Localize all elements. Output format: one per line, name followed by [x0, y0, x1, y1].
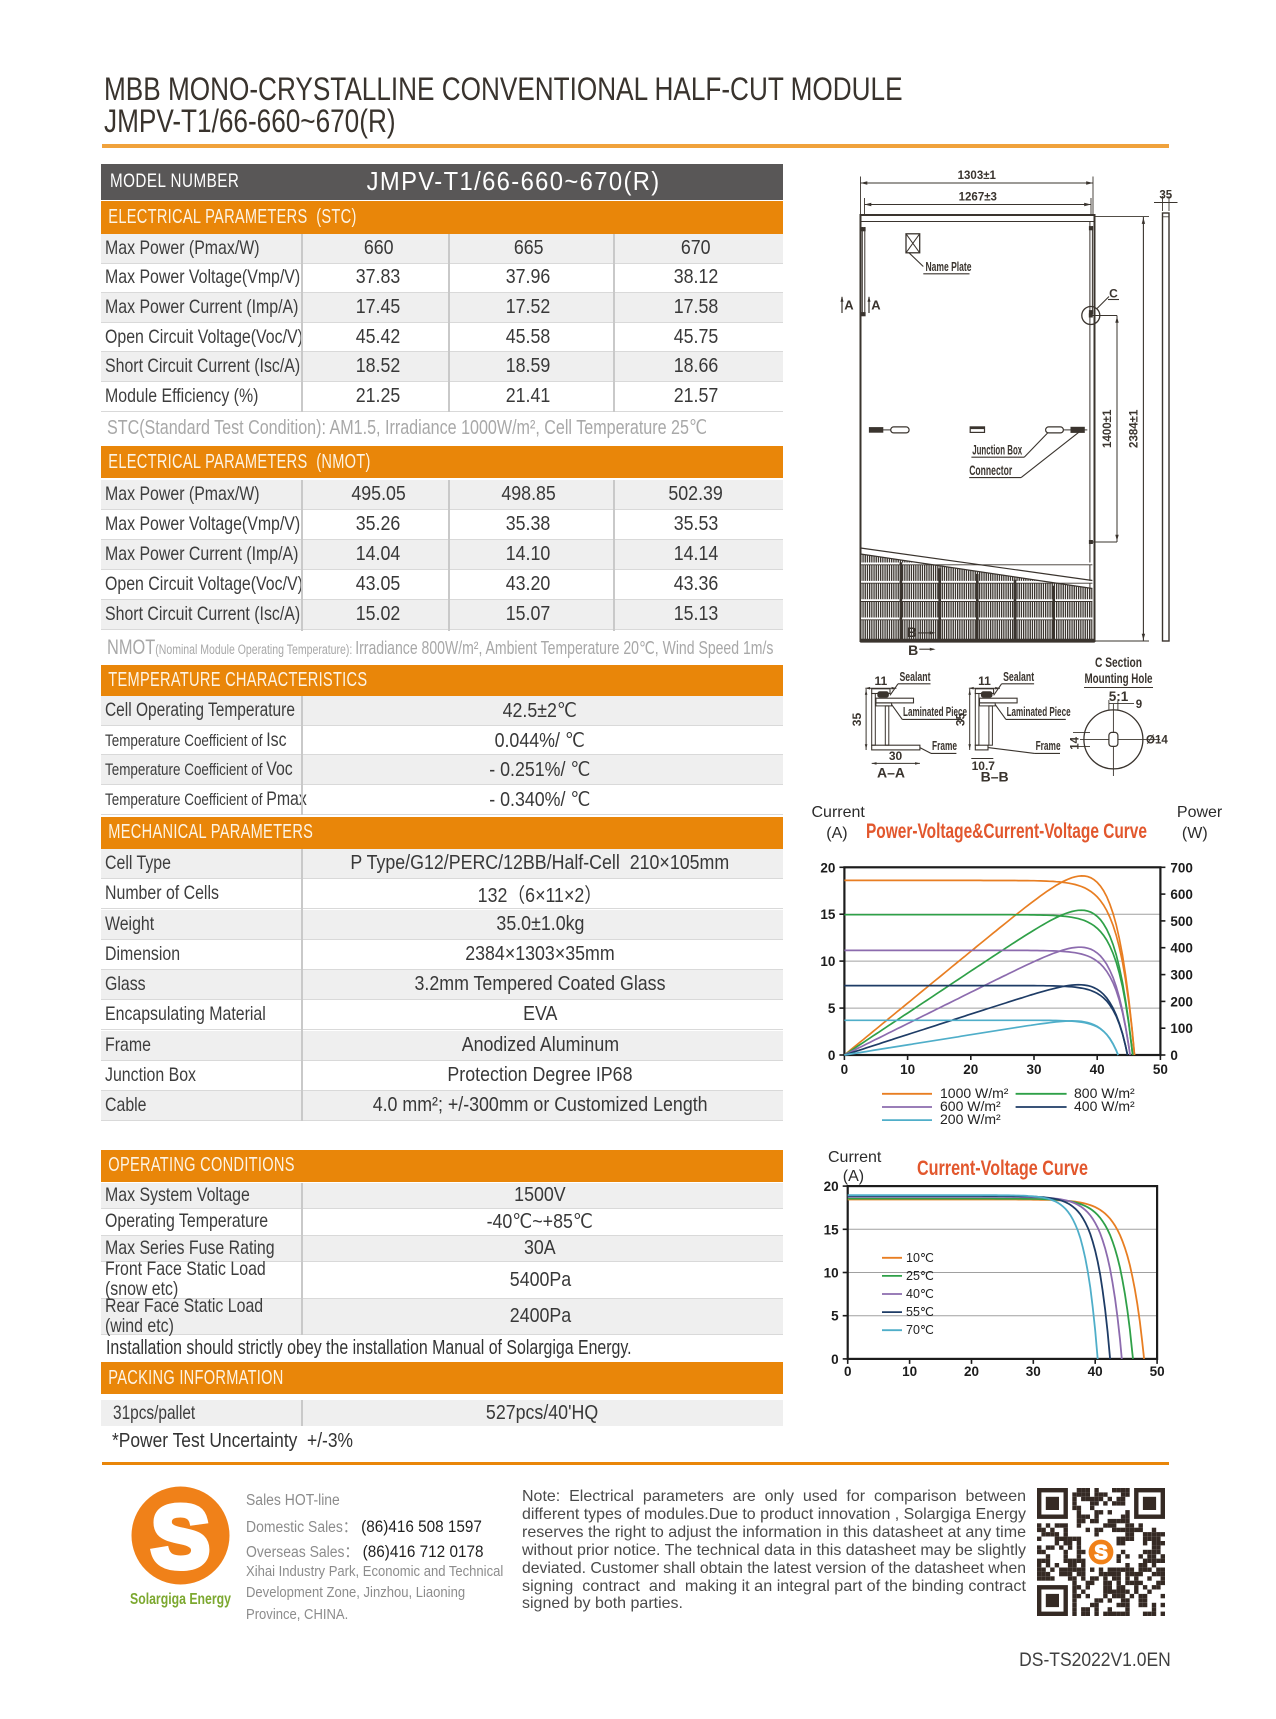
svg-text:2384±1: 2384±1 — [1128, 409, 1140, 448]
svg-text:10: 10 — [902, 1364, 917, 1379]
svg-text:30: 30 — [889, 749, 903, 763]
svg-text:Mounting Hole: Mounting Hole — [1085, 671, 1153, 686]
svg-text:Solargiga Energy: Solargiga Energy — [130, 1591, 231, 1608]
svg-text:20: 20 — [963, 1062, 978, 1077]
svg-text:35: 35 — [1159, 190, 1172, 202]
svg-text:1303±1: 1303±1 — [958, 170, 997, 182]
svg-text:30: 30 — [1026, 1062, 1041, 1077]
svg-text:30: 30 — [1026, 1364, 1041, 1379]
svg-text:5:1: 5:1 — [1109, 689, 1129, 704]
svg-text:(A): (A) — [843, 1168, 864, 1185]
svg-text:400: 400 — [1170, 941, 1193, 956]
svg-text:Power: Power — [1177, 804, 1223, 821]
svg-text:300: 300 — [1170, 968, 1193, 983]
svg-text:1000 W/m²: 1000 W/m² — [940, 1085, 1009, 1101]
svg-text:Power-Voltage&Current-Voltage: Power-Voltage&Current-Voltage Curve — [866, 820, 1147, 843]
svg-text:A: A — [871, 298, 881, 313]
svg-text:40: 40 — [1090, 1062, 1105, 1077]
svg-text:0: 0 — [841, 1062, 849, 1077]
svg-text:20: 20 — [824, 1179, 839, 1194]
svg-text:100: 100 — [1170, 1021, 1193, 1036]
svg-text:10: 10 — [820, 954, 835, 969]
svg-text:Junction Box: Junction Box — [972, 442, 1022, 457]
svg-text:Sealant: Sealant — [1003, 669, 1034, 684]
svg-text:11: 11 — [875, 674, 888, 688]
svg-text:Connector: Connector — [969, 463, 1012, 478]
svg-text:200 W/m²: 200 W/m² — [940, 1111, 1001, 1127]
svg-text:9: 9 — [1136, 699, 1142, 711]
svg-text:Sealant: Sealant — [900, 669, 931, 684]
svg-text:C: C — [1109, 287, 1118, 301]
svg-text:1267±3: 1267±3 — [959, 192, 997, 204]
svg-text:20: 20 — [820, 860, 835, 875]
svg-text:Ø14: Ø14 — [1146, 734, 1168, 746]
svg-text:B: B — [907, 624, 917, 640]
svg-text:10: 10 — [824, 1266, 839, 1281]
svg-text:5: 5 — [831, 1309, 839, 1324]
svg-text:0: 0 — [1170, 1048, 1178, 1063]
svg-text:(W): (W) — [1182, 825, 1208, 842]
svg-text:0: 0 — [844, 1364, 852, 1379]
svg-text:Laminated Piece: Laminated Piece — [903, 704, 967, 719]
svg-text:15: 15 — [824, 1222, 840, 1237]
svg-text:35: 35 — [953, 713, 967, 727]
svg-text:1400±1: 1400±1 — [1102, 409, 1114, 448]
svg-text:600 W/m²: 600 W/m² — [940, 1098, 1001, 1114]
svg-text:Current-Voltage Curve: Current-Voltage Curve — [917, 1157, 1088, 1180]
svg-text:C Section: C Section — [1095, 655, 1142, 670]
svg-text:B–B: B–B — [981, 769, 1009, 785]
svg-text:600: 600 — [1170, 887, 1193, 902]
svg-text:Current: Current — [828, 1149, 882, 1166]
svg-text:5: 5 — [828, 1001, 836, 1016]
svg-text:S: S — [1094, 1542, 1107, 1564]
svg-text:Laminated Piece: Laminated Piece — [1007, 704, 1071, 719]
svg-text:35: 35 — [850, 713, 864, 727]
svg-text:25℃: 25℃ — [906, 1269, 934, 1283]
svg-text:A: A — [844, 298, 854, 313]
svg-text:20: 20 — [964, 1364, 979, 1379]
svg-text:11: 11 — [978, 674, 991, 688]
svg-text:50: 50 — [1153, 1062, 1168, 1077]
svg-text:A–A: A–A — [877, 765, 905, 781]
svg-text:200: 200 — [1170, 994, 1193, 1009]
svg-text:40℃: 40℃ — [906, 1287, 934, 1301]
svg-text:Frame: Frame — [1036, 738, 1061, 753]
svg-text:10.7: 10.7 — [972, 759, 996, 773]
svg-text:800 W/m²: 800 W/m² — [1074, 1085, 1135, 1101]
svg-text:10: 10 — [900, 1062, 915, 1077]
svg-text:0: 0 — [828, 1048, 836, 1063]
svg-text:700: 700 — [1170, 860, 1193, 875]
svg-text:70℃: 70℃ — [906, 1323, 934, 1337]
svg-text:S: S — [151, 1487, 210, 1586]
svg-text:50: 50 — [1150, 1364, 1165, 1379]
svg-text:Frame: Frame — [932, 738, 957, 753]
svg-text:55℃: 55℃ — [906, 1305, 934, 1319]
svg-text:14: 14 — [1070, 736, 1082, 749]
svg-text:Current: Current — [812, 804, 866, 821]
svg-text:Name Plate: Name Plate — [926, 259, 972, 274]
svg-text:10℃: 10℃ — [906, 1251, 934, 1265]
svg-text:400 W/m²: 400 W/m² — [1074, 1098, 1135, 1114]
svg-text:40: 40 — [1088, 1364, 1103, 1379]
svg-text:500: 500 — [1170, 914, 1193, 929]
svg-text:0: 0 — [831, 1352, 839, 1367]
svg-text:B: B — [908, 642, 918, 658]
svg-text:(A): (A) — [826, 825, 847, 842]
svg-text:15: 15 — [820, 907, 836, 922]
